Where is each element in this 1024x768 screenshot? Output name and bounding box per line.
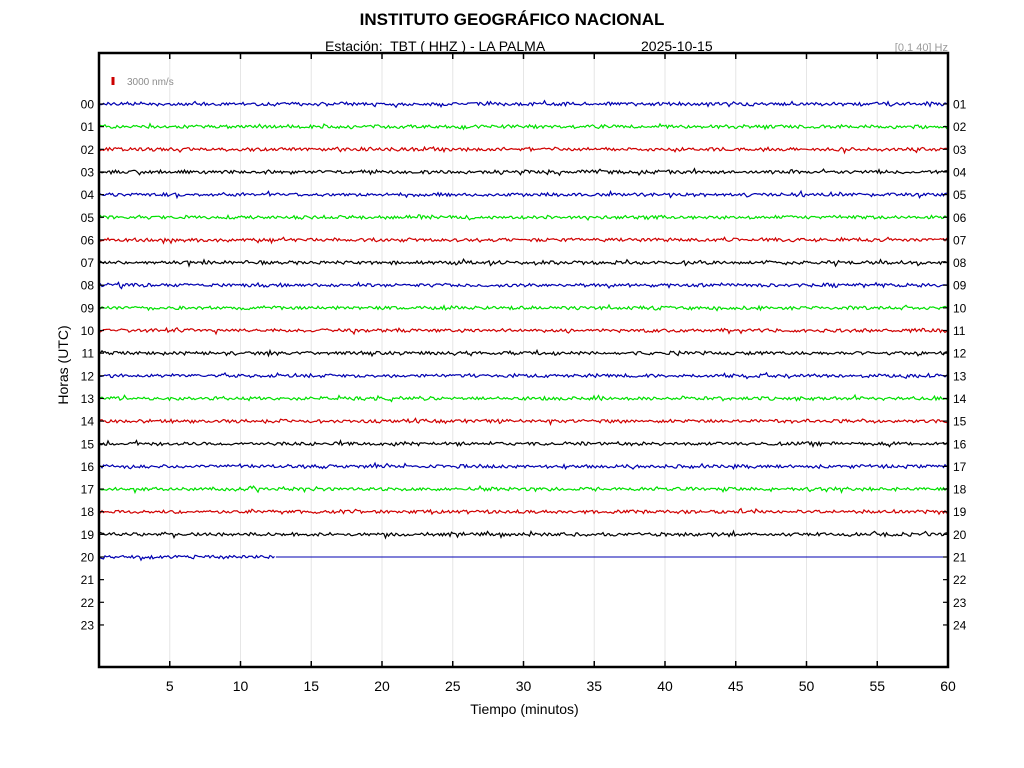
- seismic-trace-12: [98, 371, 949, 380]
- x-tick-label: 35: [586, 678, 602, 694]
- hour-label-right: 05: [953, 188, 967, 202]
- seismic-trace-09: [98, 303, 949, 312]
- date-label: 2025-10-15: [641, 38, 713, 54]
- hour-label-left: 23: [81, 618, 95, 632]
- hour-label-right: 23: [953, 596, 967, 610]
- hour-label-left: 06: [81, 233, 95, 247]
- hour-label-right: 24: [953, 618, 967, 632]
- x-tick-label: 30: [516, 678, 532, 694]
- hour-label-left: 05: [81, 211, 95, 225]
- seismic-trace-16: [98, 461, 949, 470]
- hour-label-left: 01: [81, 120, 95, 134]
- seismic-trace-14: [98, 417, 949, 427]
- seismic-trace-10: [98, 326, 949, 336]
- seismic-trace-03: [98, 167, 949, 177]
- filter-band-label: [0.1 40] Hz: [894, 42, 948, 54]
- hour-label-right: 22: [953, 573, 967, 587]
- hour-label-left: 17: [81, 483, 95, 497]
- x-tick-label: 40: [657, 678, 673, 694]
- x-tick-label: 25: [445, 678, 461, 694]
- hour-label-right: 15: [953, 415, 967, 429]
- hour-label-left: 18: [81, 505, 95, 519]
- hour-label-left: 08: [81, 279, 95, 293]
- seismic-trace-00: [98, 99, 949, 109]
- hour-label-left: 13: [81, 392, 95, 406]
- hour-label-left: 22: [81, 596, 95, 610]
- hour-label-left: 07: [81, 256, 95, 270]
- hour-label-right: 10: [953, 301, 967, 315]
- x-tick-label: 10: [233, 678, 249, 694]
- hour-label-right: 07: [953, 233, 967, 247]
- x-tick-label: 20: [374, 678, 390, 694]
- seismic-trace-02: [98, 145, 949, 155]
- hour-label-left: 11: [82, 347, 95, 361]
- seismic-trace-05: [98, 213, 949, 221]
- x-tick-label: 60: [940, 678, 956, 694]
- seismic-trace-17: [98, 484, 949, 495]
- seismic-trace-19: [98, 529, 949, 540]
- hour-label-left: 00: [81, 98, 95, 112]
- hour-label-right: 12: [953, 347, 967, 361]
- hour-label-right: 09: [953, 279, 967, 293]
- seismic-trace-15: [98, 438, 949, 449]
- hour-label-right: 08: [953, 256, 967, 270]
- hour-label-left: 03: [81, 165, 95, 179]
- hour-label-right: 11: [953, 324, 966, 338]
- hour-label-left: 09: [81, 301, 95, 315]
- hour-label-left: 20: [81, 551, 95, 565]
- x-tick-label: 45: [728, 678, 744, 694]
- x-tick-label: 5: [166, 678, 174, 694]
- hour-label-left: 15: [81, 437, 95, 451]
- hour-label-left: 10: [81, 324, 95, 338]
- hour-label-left: 16: [81, 460, 95, 474]
- x-tick-label: 50: [799, 678, 815, 694]
- chart-title: INSTITUTO GEOGRÁFICO NACIONAL: [359, 10, 665, 29]
- seismic-trace-08: [98, 281, 949, 290]
- hour-label-right: 04: [953, 165, 967, 179]
- hour-label-left: 14: [81, 415, 95, 429]
- seismic-trace-18: [98, 507, 949, 516]
- x-tick-label: 55: [869, 678, 885, 694]
- hour-label-right: 13: [953, 369, 967, 383]
- seismic-trace-13: [98, 393, 948, 403]
- x-tick-label: 15: [303, 678, 319, 694]
- seismic-trace-07: [98, 258, 949, 268]
- hour-label-right: 06: [953, 211, 967, 225]
- hour-label-left: 19: [81, 528, 95, 542]
- hour-label-left: 04: [81, 188, 95, 202]
- seismic-trace-01: [98, 122, 949, 131]
- seismic-trace-06: [98, 236, 949, 245]
- hour-label-right: 18: [953, 483, 967, 497]
- seismic-trace-04: [98, 189, 949, 200]
- hour-label-right: 03: [953, 143, 967, 157]
- hour-label-left: 12: [81, 369, 95, 383]
- station-label: Estación: TBT ( HHZ ) - LA PALMA: [325, 38, 546, 54]
- hour-label-right: 20: [953, 528, 967, 542]
- hour-label-right: 01: [953, 98, 967, 112]
- seismic-trace-11: [98, 348, 949, 358]
- hour-label-left: 02: [81, 143, 95, 157]
- x-axis-label: Tiempo (minutos): [470, 701, 579, 717]
- scale-bar-label: 3000 nm/s: [127, 77, 174, 88]
- hour-label-right: 21: [953, 551, 967, 565]
- hour-label-right: 02: [953, 120, 967, 134]
- seismic-trace-20: [98, 554, 275, 562]
- hour-label-right: 14: [953, 392, 967, 406]
- hour-label-right: 16: [953, 437, 967, 451]
- hour-label-right: 17: [953, 460, 967, 474]
- hour-label-right: 19: [953, 505, 967, 519]
- hour-label-left: 21: [81, 573, 95, 587]
